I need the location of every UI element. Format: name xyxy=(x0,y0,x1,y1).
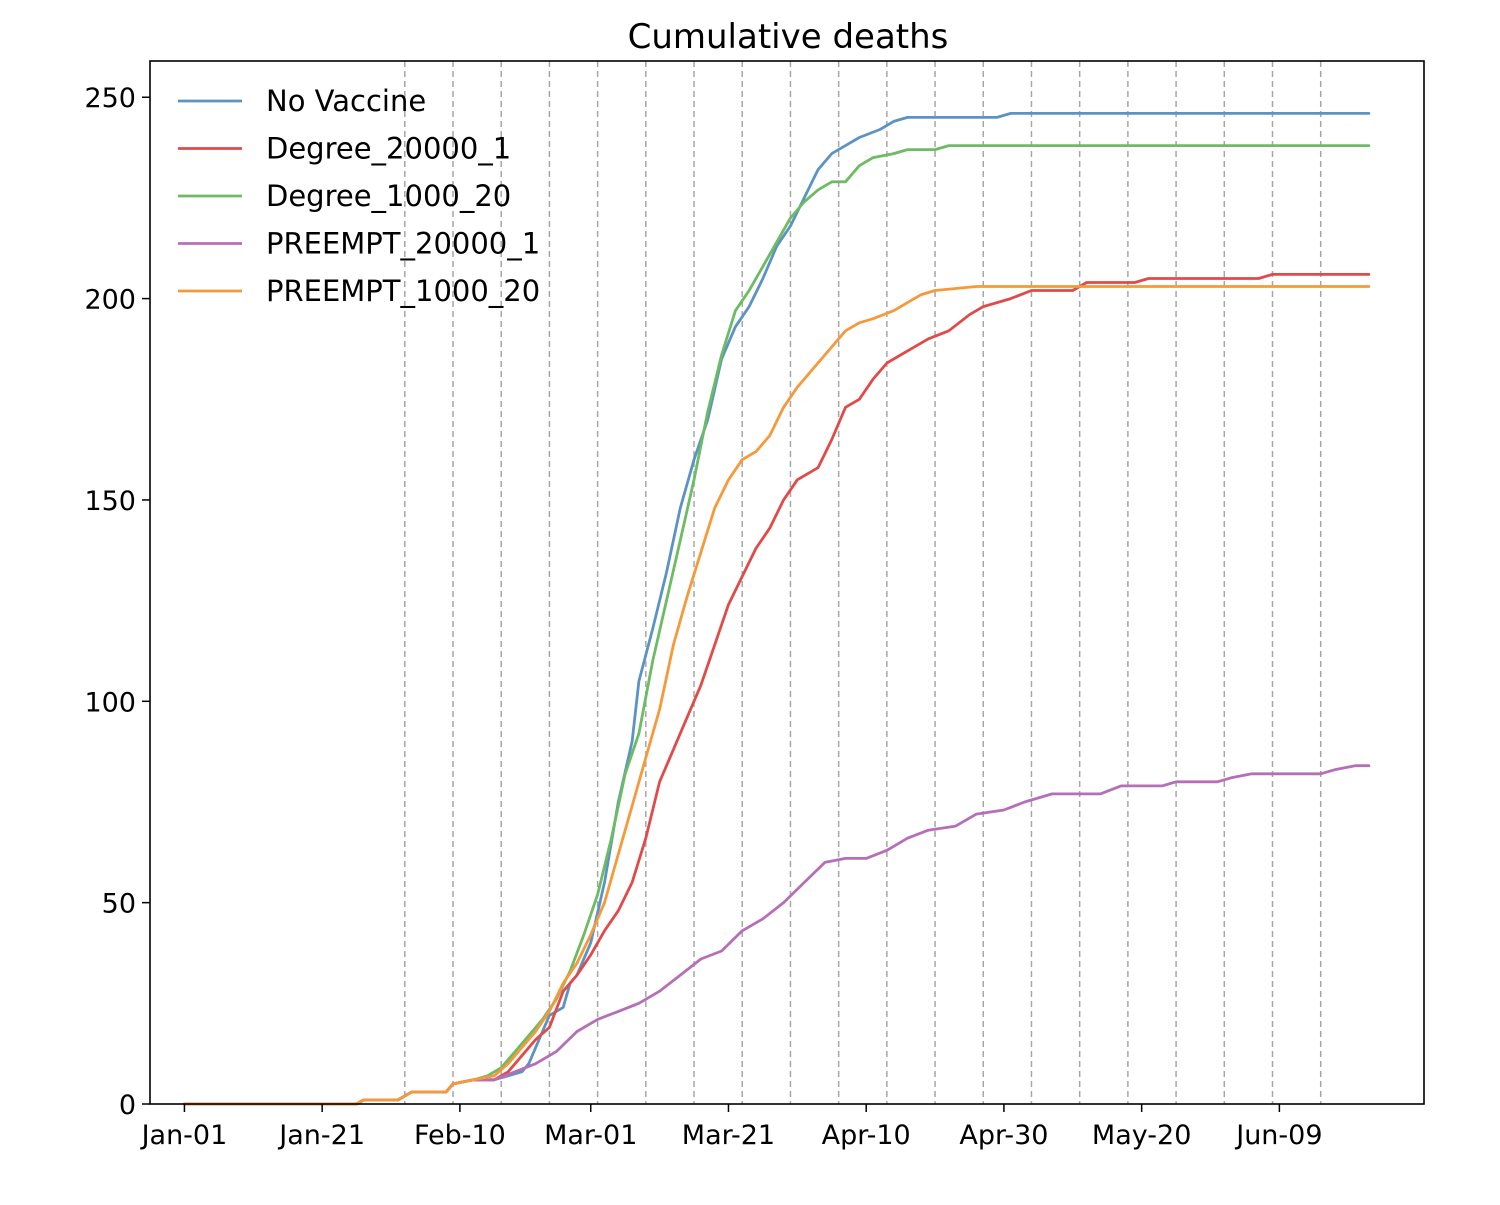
legend-label: PREEMPT_20000_1 xyxy=(266,227,540,261)
series-line-0 xyxy=(183,112,1371,1106)
vertical-reference-lines xyxy=(404,61,1322,1104)
y-axis: 0 50 100 150 200 250 xyxy=(84,83,150,1121)
y-tick-label: 150 xyxy=(84,486,136,517)
x-tick-label: Jan-21 xyxy=(277,1120,365,1151)
x-tick-label: May-20 xyxy=(1092,1120,1191,1151)
x-axis: Jan-01 Jan-21 Feb-10 Mar-01 Mar-21 Apr-10 Apr-… xyxy=(140,1104,1323,1151)
series-line-1 xyxy=(183,273,1371,1106)
x-tick-label: Mar-01 xyxy=(544,1120,637,1151)
legend: No Vaccine Degree_20000_1 Degree_1000_20 PR… xyxy=(178,84,540,308)
chart-title: Cumulative deaths xyxy=(628,17,949,57)
series-layer xyxy=(183,112,1371,1106)
x-tick-label: Jun-09 xyxy=(1234,1120,1322,1151)
legend-label: Degree_1000_20 xyxy=(266,179,511,213)
legend-label: Degree_20000_1 xyxy=(266,132,511,166)
series-line-4 xyxy=(183,285,1371,1106)
series-line-3 xyxy=(183,764,1371,1106)
y-tick-label: 250 xyxy=(84,83,136,114)
x-tick-label: Jan-01 xyxy=(140,1120,228,1151)
x-tick-label: Apr-30 xyxy=(959,1120,1048,1151)
y-tick-label: 0 xyxy=(119,1090,136,1121)
y-tick-label: 50 xyxy=(102,889,136,920)
x-tick-label: Feb-10 xyxy=(414,1120,506,1151)
legend-label: PREEMPT_1000_20 xyxy=(266,274,540,308)
x-tick-label: Apr-10 xyxy=(822,1120,911,1151)
y-tick-label: 100 xyxy=(84,687,136,718)
legend-label: No Vaccine xyxy=(266,84,426,118)
x-tick-label: Mar-21 xyxy=(682,1120,775,1151)
y-tick-label: 200 xyxy=(84,285,136,316)
plot-frame xyxy=(149,60,1425,1105)
